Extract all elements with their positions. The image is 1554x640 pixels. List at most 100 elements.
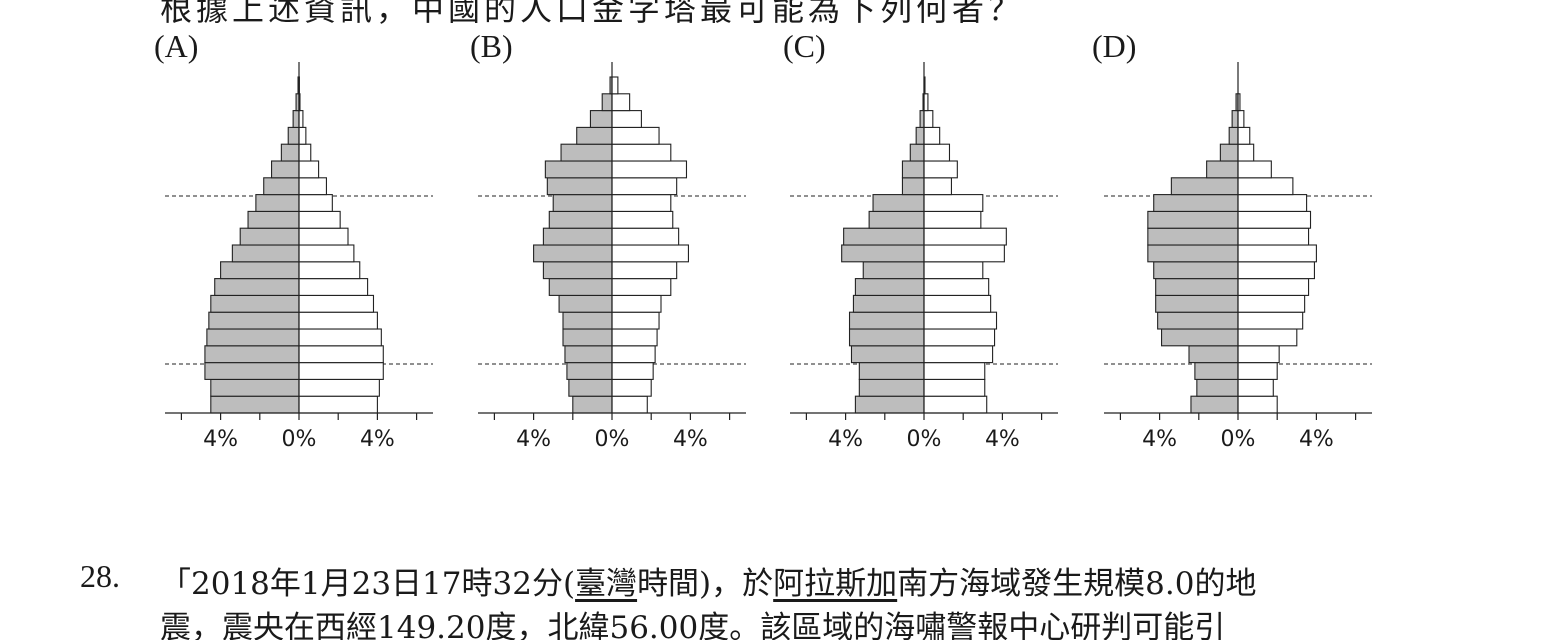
question-segment: 時間)，於 [637, 566, 774, 602]
bar-left [848, 311, 925, 330]
bar-left [568, 378, 613, 397]
bar-right [923, 194, 984, 212]
bar-left [1155, 278, 1239, 296]
bar-left [1194, 362, 1239, 380]
bar-left [854, 395, 925, 414]
bar-right [611, 110, 642, 128]
bar-left [533, 244, 613, 263]
bar-right [611, 278, 672, 296]
bar-left [601, 93, 613, 112]
bar-right [923, 278, 990, 296]
tick-label: 4% [203, 427, 238, 452]
bar-left [287, 126, 300, 145]
bar-right [923, 210, 982, 229]
tick-label: 4% [673, 427, 708, 452]
bar-right [298, 311, 378, 330]
tick-label: 0% [1221, 427, 1256, 452]
bar-right [1237, 210, 1312, 229]
bar-right [298, 294, 375, 313]
bar-left [544, 160, 613, 179]
bar-left [576, 126, 613, 145]
pyramid-d: 4% 0% 4% [1104, 62, 1372, 452]
tick-label: 4% [360, 427, 395, 452]
bar-right [298, 177, 327, 196]
bar-left [1228, 126, 1239, 145]
tick-label: 4% [985, 427, 1020, 452]
bar-left [901, 177, 925, 196]
bar-left [206, 328, 300, 347]
bar-left [1161, 328, 1239, 347]
bar-right [1237, 194, 1308, 212]
bar-right [611, 362, 654, 380]
bar-left [210, 395, 300, 414]
bar-right [923, 362, 986, 380]
place-name-alaska: 阿拉斯加 [773, 566, 898, 602]
bar-left [1188, 345, 1239, 364]
bar-right [611, 177, 678, 196]
bar-right [1237, 395, 1278, 414]
bar-left [566, 362, 613, 380]
bar-left [1196, 378, 1239, 397]
bar-right [298, 160, 320, 179]
bar-left [558, 294, 613, 313]
bar-left [1157, 311, 1239, 330]
tick-label: 4% [1299, 427, 1334, 452]
question-segment: 「2018年1月23日17時32分( [160, 566, 576, 602]
bar-right [611, 76, 619, 95]
tick-label: 4% [1142, 427, 1177, 452]
bar-left [868, 210, 925, 229]
question-line-2: 震，震央在西經149.20度，北緯56.00度。該區域的海嘯警報中心研判可能引 [160, 610, 1226, 640]
bar-left [542, 261, 613, 280]
bar-right [611, 395, 648, 414]
bar-left [852, 294, 925, 313]
bar-right [1237, 261, 1315, 280]
bar-right [611, 210, 674, 229]
question-segment: 南方海域發生規模8.0的地 [897, 566, 1257, 602]
bar-right [923, 126, 941, 145]
tick-label: 0% [595, 427, 630, 452]
bar-right [611, 378, 652, 397]
bar-left [850, 345, 925, 364]
bar-left [1153, 261, 1239, 280]
bar-left [841, 244, 925, 263]
bar-left [280, 143, 300, 162]
bar-right [1237, 362, 1278, 380]
bar-right [1237, 328, 1298, 347]
bar-left [231, 244, 300, 263]
bar-right [1237, 160, 1272, 179]
bar-left [564, 345, 613, 364]
intro-text: 根據上述資訊，中國的人口金字塔最可能為下列何者？ [160, 0, 1025, 28]
pyramid-b: 4% 0% 4% [478, 62, 746, 452]
bar-right [923, 294, 992, 313]
question-line-1: 「2018年1月23日17時32分(臺灣時間)，於阿拉斯加南方海域發生規模8.0… [160, 558, 1256, 603]
bar-left [210, 294, 300, 313]
bar-right [1237, 126, 1251, 145]
bar-left [901, 160, 925, 179]
bar-right [611, 345, 656, 364]
bar-left [546, 177, 613, 196]
bar-left [204, 362, 300, 380]
bar-right [1237, 378, 1274, 397]
bar-right [611, 160, 688, 179]
bar-right [1237, 244, 1317, 263]
option-a-label: (A) [154, 28, 199, 64]
bar-left [210, 378, 300, 397]
bar-left [247, 210, 300, 229]
bar-left [1147, 244, 1239, 263]
bar-left [858, 378, 925, 397]
option-b-label: (B) [470, 28, 513, 64]
bar-right [298, 395, 378, 414]
bar-right [611, 194, 672, 212]
bar-right [1237, 177, 1294, 196]
population-pyramids: 4% 0% 4% 4% 0% 4% 4% 0% 4% 4% 0% 4% [165, 62, 1372, 452]
bar-right [611, 93, 631, 112]
bar-left [572, 395, 613, 414]
bar-left [255, 194, 300, 212]
bar-left [1147, 210, 1239, 229]
pyramid-c: 4% 0% 4% [790, 62, 1058, 452]
bar-right [611, 143, 672, 162]
bar-left [1147, 227, 1239, 246]
bar-right [923, 395, 988, 414]
bar-left [909, 143, 925, 162]
bar-right [923, 227, 1007, 246]
